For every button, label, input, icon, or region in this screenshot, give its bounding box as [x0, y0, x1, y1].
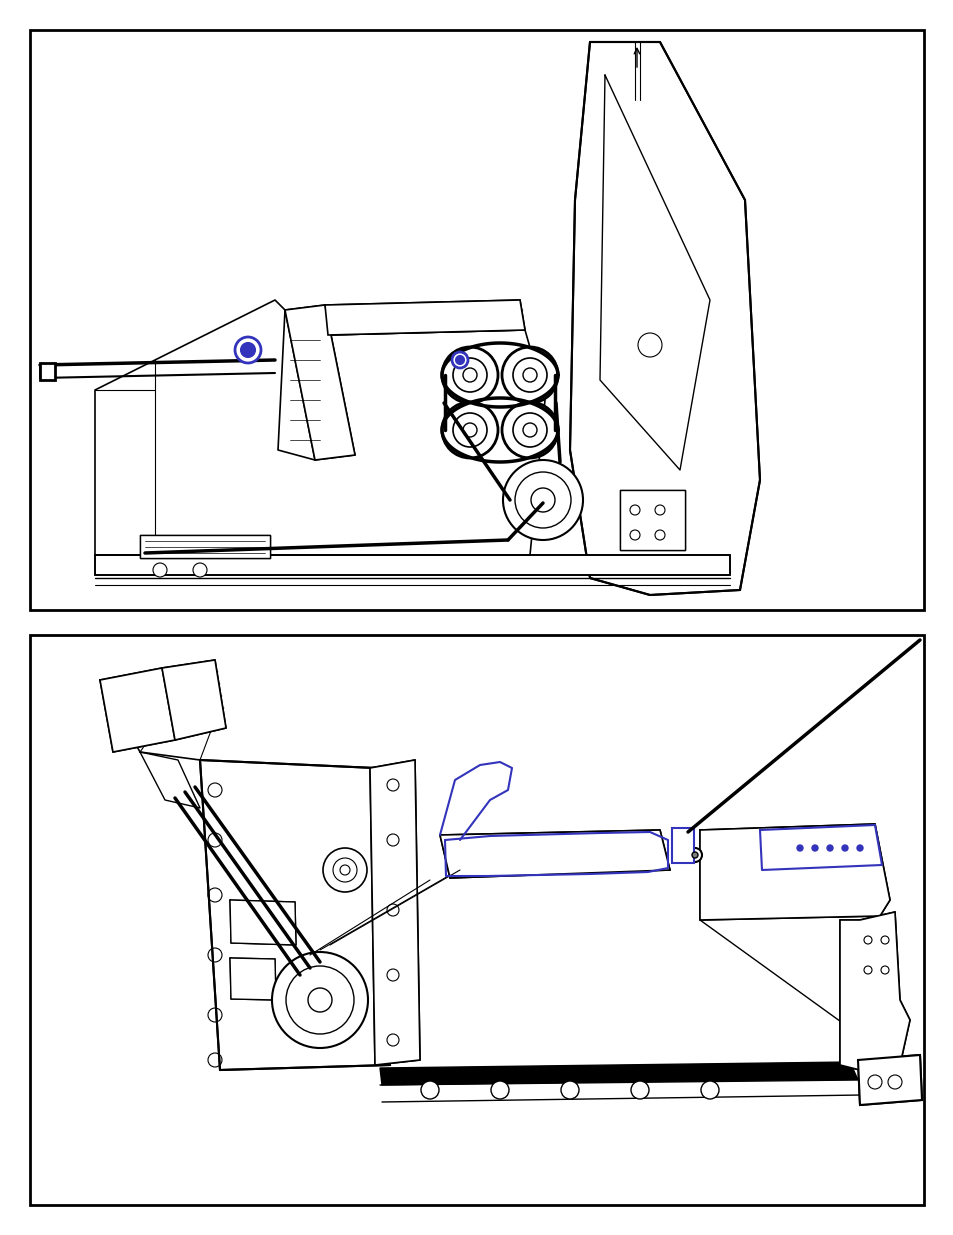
Polygon shape	[370, 760, 419, 1065]
Circle shape	[502, 459, 582, 540]
Circle shape	[323, 848, 367, 892]
Circle shape	[522, 424, 537, 437]
Circle shape	[630, 1081, 648, 1099]
Circle shape	[234, 337, 261, 363]
Circle shape	[339, 864, 350, 876]
Circle shape	[452, 352, 468, 368]
Polygon shape	[40, 363, 55, 380]
Circle shape	[272, 952, 368, 1049]
Circle shape	[867, 1074, 882, 1089]
Bar	[671, 827, 693, 863]
Polygon shape	[285, 305, 355, 459]
Circle shape	[456, 356, 463, 364]
Circle shape	[441, 347, 497, 403]
Polygon shape	[95, 555, 729, 576]
Circle shape	[629, 505, 639, 515]
Circle shape	[241, 343, 254, 357]
Polygon shape	[140, 535, 270, 558]
Circle shape	[687, 848, 701, 862]
Circle shape	[491, 1081, 509, 1099]
Circle shape	[796, 845, 802, 851]
Circle shape	[700, 1081, 719, 1099]
Polygon shape	[840, 911, 909, 1070]
Circle shape	[501, 403, 558, 458]
Circle shape	[308, 988, 332, 1011]
Polygon shape	[857, 1055, 921, 1105]
Circle shape	[462, 368, 476, 382]
Circle shape	[462, 424, 476, 437]
Bar	[30, 635, 923, 1205]
Polygon shape	[619, 490, 684, 550]
Circle shape	[856, 845, 862, 851]
Polygon shape	[439, 830, 669, 878]
Polygon shape	[325, 300, 524, 335]
Polygon shape	[162, 659, 226, 740]
Circle shape	[420, 1081, 438, 1099]
Polygon shape	[569, 42, 760, 595]
Circle shape	[522, 368, 537, 382]
Circle shape	[560, 1081, 578, 1099]
Circle shape	[531, 488, 555, 513]
Circle shape	[841, 845, 847, 851]
Circle shape	[638, 333, 661, 357]
Circle shape	[629, 530, 639, 540]
Circle shape	[193, 563, 207, 577]
Circle shape	[887, 1074, 901, 1089]
Circle shape	[655, 505, 664, 515]
Circle shape	[441, 403, 497, 458]
Circle shape	[826, 845, 832, 851]
Polygon shape	[379, 1062, 857, 1086]
Polygon shape	[230, 958, 275, 1000]
Circle shape	[501, 347, 558, 403]
Bar	[30, 30, 923, 610]
Polygon shape	[230, 900, 295, 945]
Circle shape	[811, 845, 817, 851]
Circle shape	[691, 852, 698, 858]
Circle shape	[655, 530, 664, 540]
Polygon shape	[100, 668, 174, 752]
Polygon shape	[200, 760, 390, 1070]
Polygon shape	[700, 824, 889, 920]
Circle shape	[152, 563, 167, 577]
